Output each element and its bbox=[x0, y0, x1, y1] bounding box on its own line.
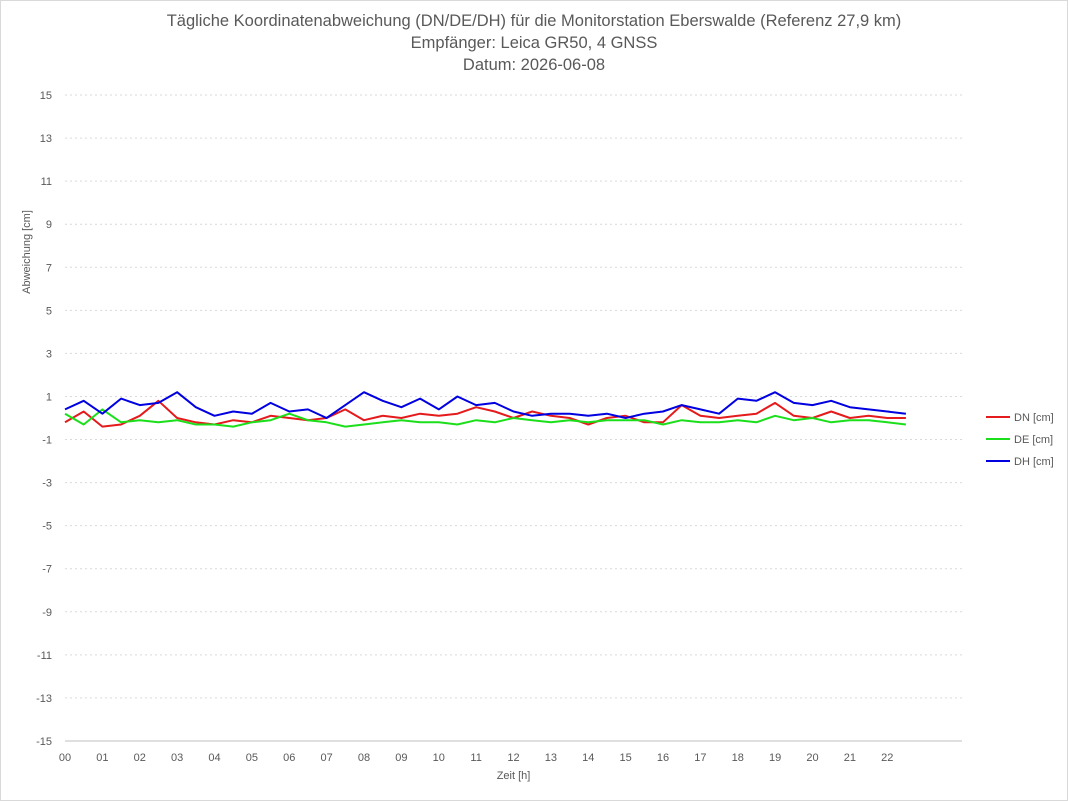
x-tick-label: 14 bbox=[582, 752, 594, 764]
y-tick-label: -5 bbox=[42, 521, 52, 533]
x-tick-label: 19 bbox=[769, 752, 781, 764]
y-axis-title: Abweichung [cm] bbox=[21, 210, 33, 294]
x-tick-label: 02 bbox=[134, 752, 146, 764]
y-tick-labels: 15 13 11 9 7 5 3 1 -1 -3 -5 -7 -9 -11 -13 -15 bbox=[36, 90, 52, 748]
x-tick-label: 11 bbox=[470, 752, 481, 764]
y-tick-label: -1 bbox=[42, 435, 52, 447]
x-tick-label: 00 bbox=[59, 752, 71, 764]
series-lines bbox=[64, 391, 907, 428]
x-tick-label: 05 bbox=[246, 752, 258, 764]
series-line-dh bbox=[64, 391, 907, 419]
x-tick-labels: 00 01 02 03 04 05 06 07 08 09 10 11 12 13 14 15 16 17 18 19… bbox=[59, 752, 894, 764]
x-tick-label: 20 bbox=[806, 752, 818, 764]
y-tick-label: 7 bbox=[46, 262, 52, 274]
x-tick-label: 15 bbox=[620, 752, 632, 764]
y-tick-label: 5 bbox=[46, 305, 52, 317]
y-tick-label: -3 bbox=[42, 478, 52, 490]
x-tick-label: 03 bbox=[171, 752, 183, 764]
legend-label: DH [cm] bbox=[1014, 456, 1054, 468]
series-line-dn bbox=[64, 399, 906, 428]
x-tick-label: 21 bbox=[844, 752, 856, 764]
legend-label: DE [cm] bbox=[1014, 434, 1053, 446]
x-tick-label: 18 bbox=[732, 752, 744, 764]
x-tick-label: 17 bbox=[694, 752, 706, 764]
x-tick-label: 01 bbox=[96, 752, 108, 764]
y-tick-label: 3 bbox=[46, 348, 52, 360]
y-tick-label: -13 bbox=[36, 693, 52, 705]
legend: DN [cm] DE [cm] DH [cm] bbox=[986, 412, 1054, 468]
x-tick-label: 13 bbox=[545, 752, 557, 764]
y-tick-label: -9 bbox=[42, 607, 52, 619]
x-tick-label: 06 bbox=[283, 752, 295, 764]
x-axis-title: Zeit [h] bbox=[497, 770, 531, 782]
y-tick-label: 9 bbox=[46, 219, 52, 231]
chart-title: Tägliche Koordinatenabweichung (DN/DE/DH… bbox=[166, 12, 902, 30]
y-tick-label: -15 bbox=[36, 736, 52, 748]
chart-date: Datum: 2026-06-08 bbox=[462, 56, 606, 74]
legend-label: DN [cm] bbox=[1014, 412, 1054, 424]
x-tick-label: 16 bbox=[657, 752, 669, 764]
x-tick-label: 10 bbox=[433, 752, 445, 764]
chart-subtitle: Empfänger: Leica GR50, 4 GNSS bbox=[410, 34, 658, 52]
y-tick-label: 15 bbox=[40, 90, 52, 102]
y-tick-label: -7 bbox=[42, 564, 52, 576]
y-tick-label: 11 bbox=[41, 176, 52, 188]
x-tick-label: 12 bbox=[507, 752, 519, 764]
x-tick-label: 22 bbox=[881, 752, 893, 764]
y-tick-label: 1 bbox=[46, 391, 52, 403]
y-tick-label: -11 bbox=[37, 650, 52, 662]
y-tick-label: 13 bbox=[40, 133, 52, 145]
chart-title-block: Tägliche Koordinatenabweichung (DN/DE/DH… bbox=[0, 10, 1068, 76]
x-tick-label: 08 bbox=[358, 752, 370, 764]
x-tick-label: 04 bbox=[208, 752, 220, 764]
series-line-de bbox=[64, 408, 907, 428]
x-tick-label: 07 bbox=[321, 752, 333, 764]
x-tick-label: 09 bbox=[395, 752, 407, 764]
